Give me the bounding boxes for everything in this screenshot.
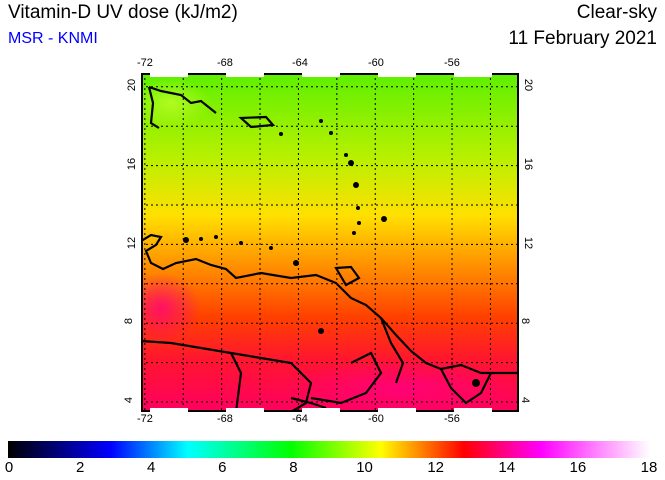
colorbar-label: 10 <box>356 459 373 476</box>
colorbar-label: 14 <box>498 459 516 476</box>
frame-segment <box>302 408 340 412</box>
coastlines <box>141 85 519 412</box>
lon-tick-label: -60 <box>368 413 384 425</box>
lat-tick-label: 20 <box>126 78 139 92</box>
colorbar <box>8 441 650 458</box>
lon-tick-label: -72 <box>137 57 153 69</box>
colorbar-label: 16 <box>569 459 587 476</box>
colorbar-label: 18 <box>640 459 658 476</box>
lon-tick-label: -56 <box>444 57 460 69</box>
lat-tick-label: 4 <box>519 396 532 404</box>
lon-tick-label: -68 <box>217 57 233 69</box>
frame-segment <box>454 408 492 412</box>
lat-tick-label: 16 <box>522 157 535 171</box>
lon-tick-label: -56 <box>444 413 460 425</box>
islands <box>183 119 480 387</box>
graticule <box>141 73 519 412</box>
map-title: Vitamin-D UV dose (kJ/m2) <box>8 2 238 23</box>
lon-tick-label: -60 <box>368 57 384 69</box>
frame-segment <box>226 73 264 77</box>
frame-segment <box>454 73 492 77</box>
colorbar-label: 4 <box>147 459 156 476</box>
frame-segment <box>378 73 416 77</box>
lat-tick-label: 8 <box>123 317 136 325</box>
uv-dose-map <box>141 73 519 412</box>
lat-tick-label: 8 <box>519 317 532 325</box>
lon-tick-label: -64 <box>292 57 308 69</box>
condition-label: Clear-sky <box>576 2 657 23</box>
frame-segment <box>378 408 416 412</box>
lon-tick-label: -72 <box>137 413 153 425</box>
colorbar-label: 6 <box>218 459 227 476</box>
colorbar-label: 0 <box>4 459 14 476</box>
source-label: MSR - KNMI <box>8 30 98 47</box>
lon-tick-label: -64 <box>292 413 308 425</box>
date-label: 11 February 2021 <box>508 28 657 49</box>
lat-tick-label: 12 <box>522 236 535 250</box>
frame-segment <box>226 408 264 412</box>
frame-segment <box>150 73 188 77</box>
frame-segment <box>150 408 188 412</box>
colorbar-label: 8 <box>289 459 298 476</box>
lat-tick-label: 12 <box>126 236 139 250</box>
lat-tick-label: 16 <box>126 157 139 171</box>
colorbar-label: 2 <box>75 459 85 476</box>
lat-tick-label: 20 <box>522 78 535 92</box>
lat-tick-label: 4 <box>123 396 136 404</box>
lon-tick-label: -68 <box>217 413 233 425</box>
colorbar-label: 12 <box>427 459 444 476</box>
frame-segment <box>302 73 340 77</box>
